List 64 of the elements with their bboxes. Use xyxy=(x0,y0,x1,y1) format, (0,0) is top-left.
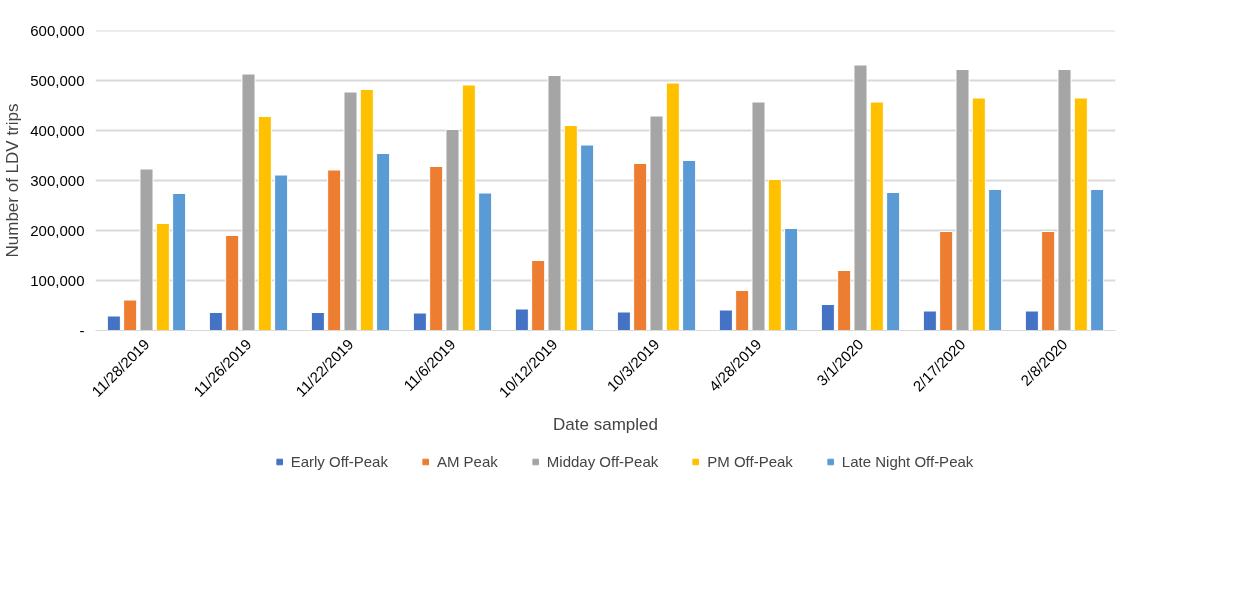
y-tick-label: 100,000 xyxy=(30,271,85,289)
bar xyxy=(376,153,391,331)
bar xyxy=(514,308,529,331)
legend-label: Midday Off-Peak xyxy=(546,452,659,470)
y-axis-title: Number of LDV trips xyxy=(3,103,23,258)
bar xyxy=(580,144,595,331)
bar xyxy=(751,101,766,331)
bar xyxy=(478,192,493,331)
bar xyxy=(139,168,154,331)
bar xyxy=(886,192,901,331)
bar xyxy=(225,235,240,331)
bar xyxy=(343,91,358,331)
bar xyxy=(1073,97,1088,331)
bar xyxy=(718,309,733,331)
y-tick-label: - xyxy=(79,321,85,339)
bar xyxy=(665,82,680,331)
x-axis-title: Date sampled xyxy=(553,414,658,434)
bar xyxy=(988,189,1003,331)
bar xyxy=(208,312,223,331)
bar xyxy=(735,290,750,331)
y-tick-label: 300,000 xyxy=(30,171,85,189)
bar xyxy=(853,64,868,331)
bar xyxy=(274,174,289,331)
bar xyxy=(563,125,578,331)
y-tick-label: 400,000 xyxy=(30,121,85,139)
bar xyxy=(1057,69,1072,331)
bar xyxy=(106,315,121,331)
bar xyxy=(1024,310,1039,331)
legend-label: Late Night Off-Peak xyxy=(841,452,974,470)
bar xyxy=(837,270,852,331)
y-tick-label: 500,000 xyxy=(30,71,85,89)
bar xyxy=(633,163,648,331)
bar xyxy=(257,116,272,331)
legend-label: AM Peak xyxy=(436,452,498,470)
bar xyxy=(971,97,986,331)
bar xyxy=(412,312,427,331)
bar xyxy=(955,69,970,331)
bar xyxy=(241,73,256,331)
bar xyxy=(155,223,170,331)
bar xyxy=(649,115,664,331)
bar xyxy=(172,193,187,331)
bar xyxy=(531,260,546,331)
bar xyxy=(310,312,325,331)
y-tick-label: 600,000 xyxy=(30,21,85,39)
bar xyxy=(939,231,954,331)
legend-label: PM Off-Peak xyxy=(707,452,793,470)
bar xyxy=(682,160,697,331)
y-tick-label: 200,000 xyxy=(30,221,85,239)
bar xyxy=(547,75,562,331)
bar xyxy=(1041,231,1056,331)
legend-label: Early Off-Peak xyxy=(290,452,388,470)
bar xyxy=(359,89,374,331)
bar xyxy=(1090,189,1105,331)
bar xyxy=(767,179,782,331)
bar xyxy=(784,228,799,331)
bar xyxy=(869,101,884,331)
bar xyxy=(123,299,138,331)
bar xyxy=(922,310,937,331)
bar xyxy=(429,166,444,331)
bar xyxy=(820,304,835,331)
bar xyxy=(461,84,476,331)
bar xyxy=(616,311,631,331)
bar xyxy=(445,129,460,331)
bar xyxy=(327,169,342,331)
